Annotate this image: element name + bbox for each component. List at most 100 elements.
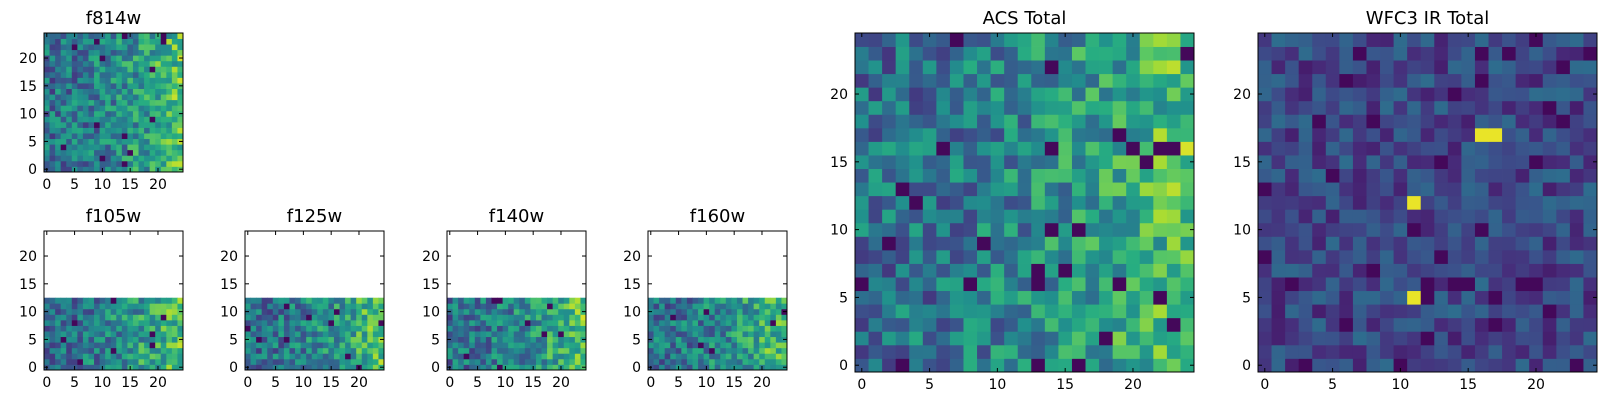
heatmap-cell — [1515, 195, 1530, 210]
heatmap-cell — [659, 353, 666, 360]
heatmap-cell — [116, 105, 123, 112]
heatmap-cell — [1569, 249, 1584, 264]
heatmap-cell — [44, 88, 50, 95]
heatmap-cell — [88, 347, 95, 354]
heatmap-cell — [1542, 317, 1557, 332]
heatmap-cell — [692, 325, 699, 332]
heatmap-cell — [990, 155, 1005, 169]
heatmap-cell — [936, 222, 951, 237]
heatmap-cell — [250, 303, 257, 310]
heatmap-cell — [882, 195, 897, 210]
heatmap-cell — [452, 364, 459, 371]
heatmap-cell — [686, 319, 693, 326]
heatmap-cell — [569, 347, 576, 354]
heatmap-cell — [909, 114, 924, 129]
heatmap-cell — [82, 331, 89, 338]
heatmap-cell — [535, 297, 542, 304]
heatmap-cell — [855, 182, 869, 197]
heatmap-cell — [160, 303, 167, 310]
heatmap-cell — [322, 319, 329, 326]
heatmap-cell — [311, 308, 318, 315]
heatmap-cell — [1474, 141, 1489, 156]
heatmap-cell — [1085, 46, 1100, 61]
heatmap-cell — [977, 168, 991, 183]
heatmap-cell — [105, 66, 112, 73]
heatmap-cell — [1153, 290, 1168, 305]
heatmap-cell — [895, 290, 910, 305]
heatmap-cell — [283, 314, 290, 321]
heatmap-cell — [1447, 331, 1462, 346]
heatmap-cell — [1058, 182, 1073, 197]
heatmap-cell — [458, 342, 465, 349]
heatmap-cell — [524, 303, 531, 310]
heatmap-cell — [1407, 304, 1422, 319]
heatmap-cell — [1085, 114, 1100, 129]
heatmap-cell — [1556, 277, 1571, 292]
heatmap-cell — [283, 325, 290, 332]
heatmap-cell — [333, 308, 340, 315]
heatmap-cell — [1502, 73, 1517, 88]
heatmap-cell — [116, 38, 123, 45]
heatmap-cell — [1407, 209, 1422, 224]
heatmap-cell — [361, 297, 368, 304]
heatmap-cell — [1474, 304, 1489, 319]
heatmap-cell — [1258, 249, 1272, 264]
heatmap-cell — [714, 331, 721, 338]
heatmap-cell — [60, 314, 67, 321]
heatmap-cell — [60, 77, 67, 84]
heatmap-cell — [149, 49, 156, 56]
heatmap-cell — [71, 319, 78, 326]
heatmap-cell — [1434, 73, 1449, 88]
heatmap-cell — [1366, 277, 1381, 292]
heatmap-cell — [333, 331, 340, 338]
heatmap-cell — [289, 314, 296, 321]
heatmap-cell — [558, 353, 565, 360]
heatmap-cell — [272, 319, 279, 326]
heatmap-cell — [474, 297, 481, 304]
heatmap-cell — [753, 336, 760, 343]
heatmap-cell — [1058, 100, 1073, 115]
heatmap-cell — [963, 195, 978, 210]
heatmap-cell — [502, 314, 509, 321]
heatmap-cell — [116, 331, 123, 338]
heatmap-cell — [88, 308, 95, 315]
heatmap-cell — [1583, 73, 1598, 88]
heatmap-cell — [990, 277, 1005, 292]
heatmap-cell — [328, 319, 335, 326]
heatmap-cell — [1380, 60, 1394, 75]
heatmap-cell — [333, 297, 340, 304]
heatmap-cell — [149, 44, 156, 51]
heatmap-cell — [372, 308, 379, 315]
heatmap-cell — [1258, 236, 1272, 251]
heatmap-cell — [485, 297, 492, 304]
heatmap-cell — [171, 94, 178, 101]
heatmap-cell — [922, 277, 937, 292]
heatmap-cell — [1352, 249, 1367, 264]
heatmap-cell — [1461, 331, 1476, 346]
heatmap-cell — [155, 83, 162, 89]
heatmap-cell — [1298, 358, 1313, 373]
heatmap-cell — [1325, 60, 1340, 75]
heatmap-cell — [88, 336, 95, 343]
heatmap-cell — [1447, 277, 1462, 292]
heatmap-cell — [895, 263, 910, 278]
heatmap-cell — [936, 127, 951, 142]
heatmap-cell — [963, 33, 978, 47]
heatmap-cell — [88, 105, 95, 112]
heatmap-cell — [94, 364, 100, 371]
heatmap-cell — [664, 331, 671, 338]
heatmap-cell — [44, 121, 50, 128]
heatmap-cell — [1434, 263, 1449, 278]
heatmap-cell — [1099, 317, 1114, 332]
heatmap-cell — [759, 342, 766, 349]
heatmap-cell — [88, 166, 95, 173]
x-tick-label: 5 — [1328, 377, 1337, 393]
heatmap-cell — [1339, 141, 1354, 156]
heatmap-cell — [895, 73, 910, 88]
heatmap-cell — [748, 336, 755, 343]
heatmap-cell — [55, 149, 62, 156]
heatmap-cell — [317, 303, 324, 310]
heatmap-cell — [88, 121, 95, 128]
heatmap-cell — [155, 353, 162, 360]
heatmap-cell — [345, 303, 352, 310]
